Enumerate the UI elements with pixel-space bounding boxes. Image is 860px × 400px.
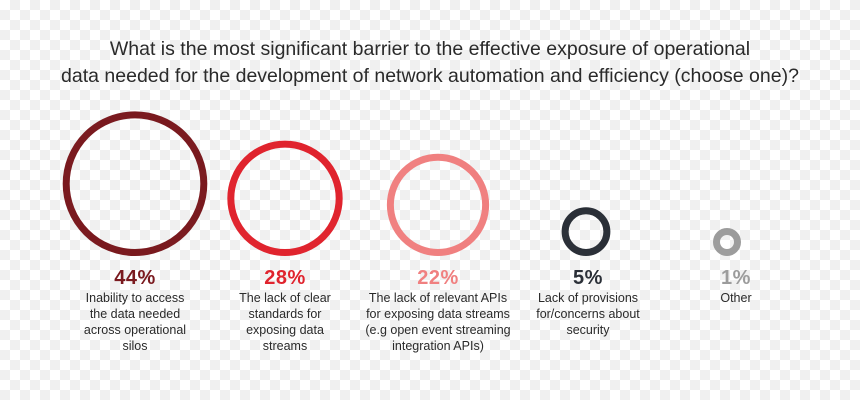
category-lack-of-relevant-apis: 22% The lack of relevant APIs for exposi… [358, 267, 518, 354]
category-description: Lack of provisions for/concerns about se… [536, 291, 640, 337]
category-percent: 44% [114, 267, 156, 289]
category-description: Inability to access the data needed acro… [83, 291, 187, 353]
bubble-lack-of-clear-standards [227, 140, 343, 256]
chart-title-line-1: What is the most significant barrier to … [109, 38, 751, 60]
bubble-lack-of-relevant-apis [386, 153, 490, 256]
bubble-other [713, 228, 741, 256]
category-lack-of-clear-standards: 28% The lack of clear standards for expo… [205, 267, 365, 354]
bubble-inability-to-access-data [62, 111, 208, 257]
category-description: Other [720, 291, 752, 305]
chart-title: What is the most significant barrier to … [0, 36, 860, 90]
category-percent: 22% [417, 267, 459, 289]
category-percent: 28% [264, 267, 306, 289]
category-percent: 1% [721, 267, 751, 289]
category-other: 1% Other [656, 267, 816, 306]
category-description: The lack of relevant APIs for exposing d… [365, 291, 511, 353]
category-security-concerns: 5% Lack of provisions for/concerns about… [508, 267, 668, 338]
chart-title-line-2: data needed for the development of netwo… [61, 65, 799, 87]
category-description: The lack of clear standards for exposing… [239, 291, 331, 353]
category-inability-to-access-data: 44% Inability to access the data needed … [55, 267, 215, 354]
category-percent: 5% [573, 267, 603, 289]
bubble-security-concerns [561, 207, 611, 257]
